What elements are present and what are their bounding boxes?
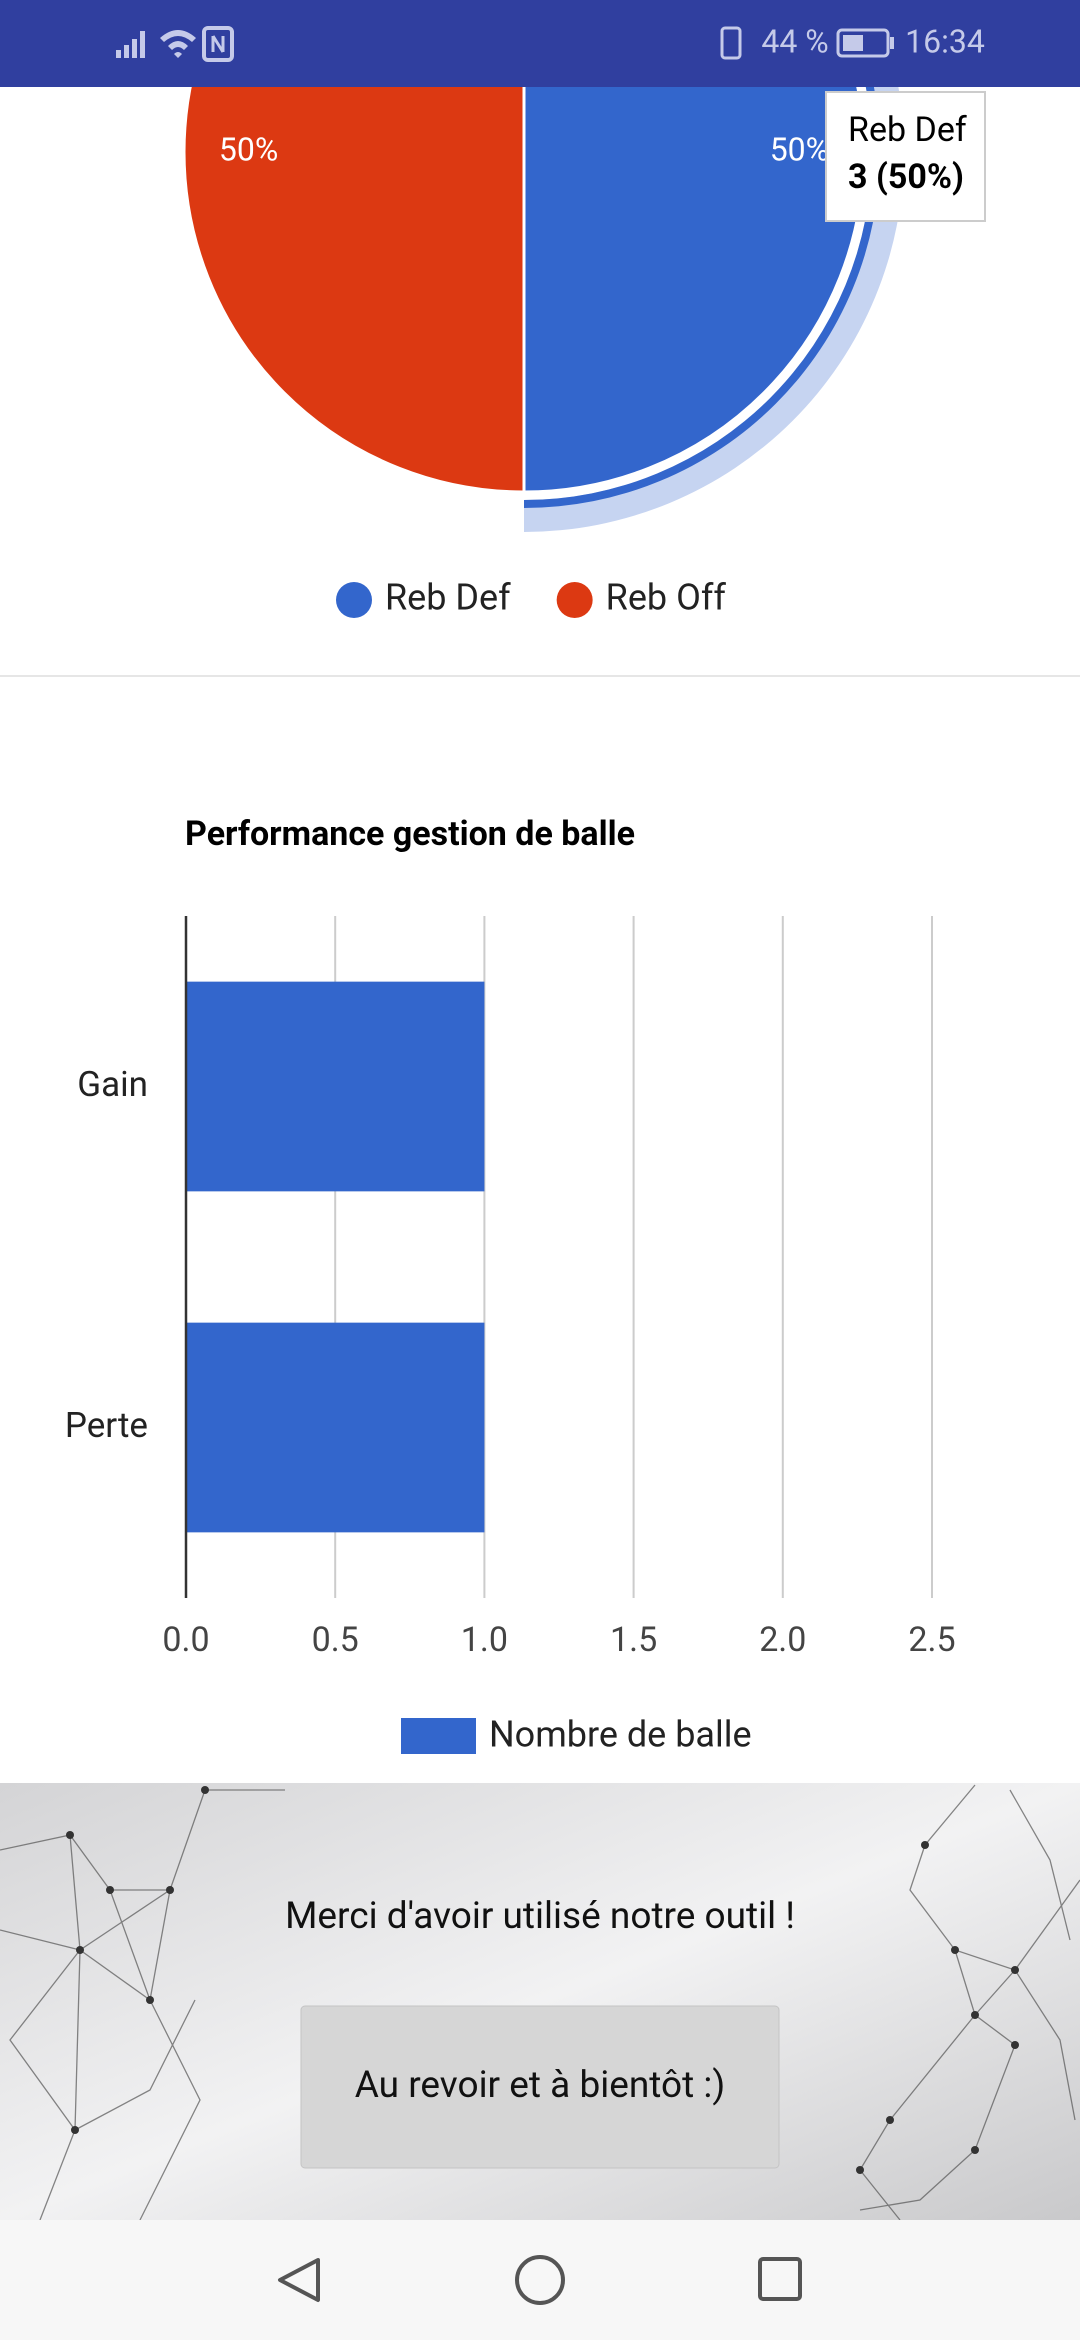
home-button[interactable]: [515, 2255, 565, 2305]
x-tick-label: 1.0: [461, 1620, 508, 1660]
bar: [186, 981, 485, 1192]
legend-label: Reb Off: [606, 577, 727, 619]
network-decoration: [0, 1784, 1080, 2221]
clock: 16:34: [905, 22, 985, 60]
x-tick-label: 2.5: [908, 1620, 955, 1660]
pie-value-label: 50%: [770, 130, 829, 168]
bar: [186, 1322, 485, 1533]
selection-halo: [524, 0, 904, 532]
nav-bar: [0, 2220, 1080, 2340]
legend-marker: [556, 582, 593, 618]
x-tick-label: 0.0: [162, 1620, 209, 1660]
charts-layer: 50% 50% Reb Def Reb Off Reb Def 3 (50%) Perfor…: [65, 0, 986, 1756]
y-tick-label: Perte: [65, 1405, 148, 1446]
x-tick-label: 1.5: [610, 1620, 657, 1660]
recents-button[interactable]: [758, 2257, 802, 2301]
pie-value-label: 50%: [219, 130, 278, 168]
x-tick-label: 0.5: [312, 1620, 359, 1660]
pie-slice: [182, 0, 526, 494]
goodbye-button[interactable]: [300, 2005, 780, 2169]
signal-icons: [116, 26, 894, 62]
legend-marker: [336, 582, 372, 618]
battery-level: 44 %: [761, 22, 828, 60]
legend-label: Nombre de balle: [489, 1714, 752, 1756]
legend-label: Reb Def: [385, 577, 511, 619]
y-tick-label: Gain: [77, 1064, 148, 1105]
chart-title: Performance gestion de balle: [185, 814, 635, 854]
tooltip-label: Reb Def: [848, 110, 967, 150]
selection-ring: [524, 0, 880, 508]
thank-you-message: Merci d'avoir utilisé notre outil !: [285, 1895, 795, 1938]
legend-marker: [401, 1718, 476, 1754]
goodbye-button-label: Au revoir et à bientôt :): [355, 2064, 726, 2107]
tooltip-box: [825, 91, 986, 222]
x-tick-label: 2.0: [759, 1620, 806, 1660]
back-button[interactable]: [278, 2258, 320, 2302]
network-nodes: [66, 1786, 1019, 2174]
tooltip-value: 3 (50%): [848, 157, 964, 197]
tooltip: Reb Def 3 (50%): [825, 91, 986, 222]
